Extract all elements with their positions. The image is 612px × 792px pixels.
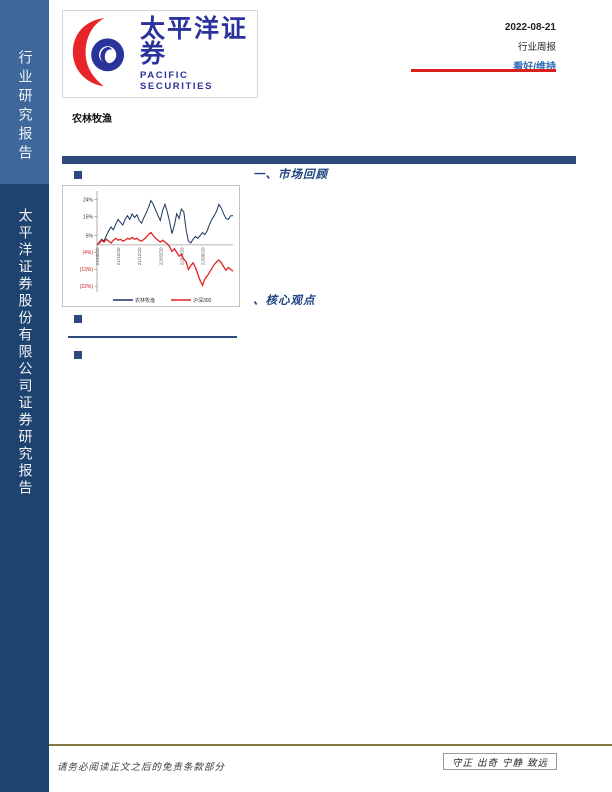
svg-text:沪深300: 沪深300 (193, 297, 212, 304)
bullet-square-icon (74, 315, 82, 323)
company-logo: 太平洋证券 PACIFIC SECURITIES (62, 10, 258, 98)
svg-text:22/02/20: 22/02/20 (158, 247, 163, 265)
report-date: 2022-08-21 (504, 22, 556, 33)
footer-rule (49, 744, 612, 746)
rating-underline-rule (411, 69, 556, 72)
footer-disclaimer: 请务必阅读正文之后的免责条款部分 (57, 762, 226, 773)
svg-text:(4%): (4%) (82, 250, 93, 256)
svg-text:15%: 15% (83, 214, 94, 220)
section-title-market-review: 一、市场回顾 (253, 167, 328, 181)
svg-text:农林牧渔: 农林牧渔 (135, 297, 155, 304)
footer-motto-box: 守正 出奇 宁静 致远 (443, 753, 557, 770)
sidebar-bottom-band: 太平洋证券股份有限公司证券研究报告 (0, 184, 49, 792)
logo-name-en: PACIFIC SECURITIES (140, 69, 214, 92)
sidebar-company-label: 太平洋证券股份有限公司证券研究报告 (16, 208, 33, 497)
sidebar-report-type-label: 行业研究报告 (16, 50, 33, 164)
logo-text: 太平洋证券 PACIFIC SECURITIES (140, 14, 257, 92)
svg-text:22/06/20: 22/06/20 (201, 247, 206, 265)
report-type: 行业周报 (517, 42, 556, 53)
svg-text:24%: 24% (83, 198, 94, 204)
line-chart-svg: 24% 15% 5% (4%) (13%) (22%) 21/08/20 21/10/20 21… (80, 191, 234, 304)
bullet-square-icon (74, 351, 82, 359)
svg-text:21/12/20: 21/12/20 (137, 247, 142, 265)
pacific-securities-logo-icon (71, 16, 133, 93)
rating-badge: 看好/维持 (513, 62, 556, 73)
sidebar-top-band: 行业研究报告 (0, 0, 49, 184)
performance-chart: 24% 15% 5% (4%) (13%) (22%) 21/08/20 21/10/20 21… (62, 185, 240, 307)
report-meta: 2022-08-21 行业周报 看好/维持 (376, 22, 556, 73)
svg-text:21/10/20: 21/10/20 (116, 247, 121, 265)
svg-text:5%: 5% (86, 233, 94, 239)
industry-label: 农林牧渔 (72, 114, 112, 125)
svg-text:(22%): (22%) (80, 284, 94, 290)
section-divider-bar (62, 156, 576, 164)
logo-name-cn: 太平洋证券 (140, 14, 249, 68)
bullet-square-icon (74, 171, 82, 179)
svg-text:(13%): (13%) (80, 267, 94, 273)
svg-text:21/08/20: 21/08/20 (95, 247, 100, 265)
section-title-core-view: 、核心观点 (253, 293, 316, 307)
text-divider-rule (68, 336, 237, 338)
